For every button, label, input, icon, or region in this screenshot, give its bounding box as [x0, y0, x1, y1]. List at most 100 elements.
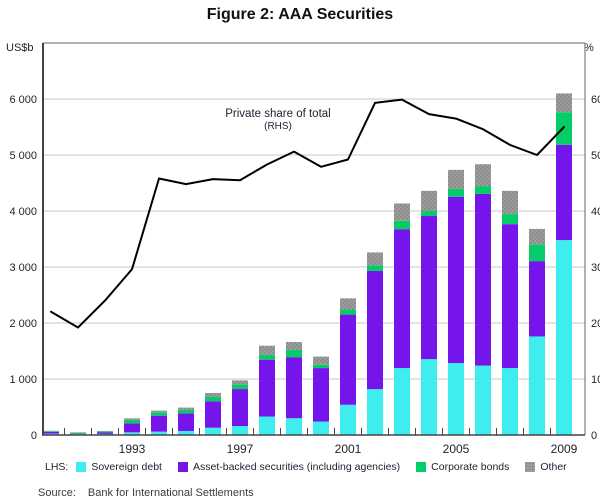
legend-item: Sovereign debt: [76, 461, 162, 473]
bar-segment: [205, 396, 221, 402]
bar-segment: [475, 164, 491, 187]
bar-segment: [43, 430, 59, 432]
right-axis-tick-label: 60: [591, 94, 600, 106]
bar-segment: [529, 261, 545, 337]
right-axis-tick-label: 30: [591, 262, 600, 274]
x-axis-year-label: 2009: [551, 442, 578, 456]
legend-prefix: LHS:: [45, 461, 69, 473]
bar-segment: [448, 169, 464, 189]
legend-item: Other: [525, 461, 567, 473]
bar-segment: [556, 144, 572, 241]
private-share-line: [50, 98, 565, 329]
bar-segment: [502, 214, 518, 225]
bar-segment: [475, 186, 491, 194]
bar-segment: [151, 410, 167, 413]
bar-segment: [151, 415, 167, 432]
legend-item: Corporate bonds: [416, 461, 509, 473]
bar-segment: [232, 384, 248, 390]
right-axis-unit: %: [584, 42, 594, 54]
chart-title: Figure 2: AAA Securities: [206, 6, 394, 23]
annotation-line1: Private share of total: [225, 108, 331, 120]
legend: LHS: Sovereign debt Asset-backed securiti…: [45, 461, 600, 473]
bar-segment: [475, 193, 491, 366]
bar-segment: [124, 419, 140, 424]
bar-segment: [97, 432, 113, 434]
bar-segment: [367, 252, 383, 266]
right-axis-tick-label: 50: [591, 150, 600, 162]
right-axis-tick-label: 10: [591, 374, 600, 386]
bar-segment: [367, 270, 383, 390]
bar-segment: [502, 190, 518, 215]
legend-swatch: [416, 462, 427, 472]
left-axis-tick-label: 5 000: [9, 150, 37, 162]
legend-swatch: [525, 462, 536, 472]
right-axis-tick-label: 40: [591, 206, 600, 218]
bar-segment: [97, 431, 113, 433]
left-axis-unit: US$b: [6, 42, 34, 54]
bar-segment: [43, 431, 59, 434]
bar-segment: [340, 404, 356, 435]
bar-segment: [502, 224, 518, 369]
bar-segment: [421, 359, 437, 435]
legend-label: Other: [540, 461, 567, 473]
bar-segment: [97, 430, 113, 432]
source-text: Bank for International Settlements: [87, 487, 254, 499]
bar-segment: [286, 418, 302, 435]
bar-segment: [529, 244, 545, 262]
bar-segment: [178, 407, 194, 410]
bar-segment: [259, 359, 275, 417]
bar-segment: [124, 418, 140, 420]
source-note: Source: Bank for International Settlement…: [38, 487, 254, 499]
left-axis-tick-label: 4 000: [9, 206, 37, 218]
bar-segment: [313, 421, 329, 435]
bar-segment: [313, 368, 329, 422]
legend-label: Corporate bonds: [431, 461, 510, 473]
annotation-line2: (RHS): [264, 121, 292, 133]
bar-segment: [394, 220, 410, 230]
bar-segment: [556, 93, 572, 113]
x-axis-year-label: 2001: [335, 442, 362, 456]
x-axis-year-label: 1993: [119, 442, 146, 456]
bar-segment: [448, 188, 464, 197]
bar-segment: [421, 211, 437, 217]
bar-segment: [448, 363, 464, 435]
bar-segment: [286, 349, 302, 358]
bar-segment: [313, 356, 329, 365]
bar-segment: [340, 298, 356, 310]
bar-segment: [205, 427, 221, 435]
bar-segment: [529, 336, 545, 435]
bar-segment: [340, 309, 356, 315]
bar-segment: [340, 314, 356, 405]
bar-segment: [367, 265, 383, 271]
legend-swatch: [177, 462, 188, 472]
left-axis-tick-label: 0: [31, 430, 37, 442]
bar-segment: [529, 228, 545, 245]
bar-segment: [232, 426, 248, 435]
bar-segment: [286, 342, 302, 350]
x-axis-year-label: 1997: [227, 442, 254, 456]
bar-segment: [259, 345, 275, 355]
bar-segment: [259, 354, 275, 360]
line-annotation: Private share of total (RHS): [178, 108, 378, 133]
bar-segment: [205, 393, 221, 397]
bar-segment: [205, 401, 221, 428]
bar-segment: [502, 368, 518, 435]
source-label: Source:: [38, 487, 76, 499]
x-axis-year-label: 2005: [443, 442, 470, 456]
bar-segment: [232, 389, 248, 427]
bar-segment: [421, 216, 437, 360]
bar-segment: [178, 430, 194, 435]
bar-segment: [151, 431, 167, 435]
legend-label: Sovereign debt: [91, 461, 162, 473]
left-axis-tick-label: 1 000: [9, 374, 37, 386]
chart-svg: 0 1 000 2 000 3 000 4 000 5 000 6 000 0 10 20 30 40…: [9, 42, 600, 456]
bar-segment: [151, 412, 167, 416]
bar-segment: [43, 431, 59, 432]
bar-segment: [394, 203, 410, 221]
right-axis-tick-label: 0: [591, 430, 597, 442]
bar-segment: [70, 432, 86, 434]
legend-item: Asset-backed securities (including agenc…: [177, 461, 400, 473]
bar-segment: [124, 432, 140, 435]
legend-swatch: [76, 462, 87, 472]
